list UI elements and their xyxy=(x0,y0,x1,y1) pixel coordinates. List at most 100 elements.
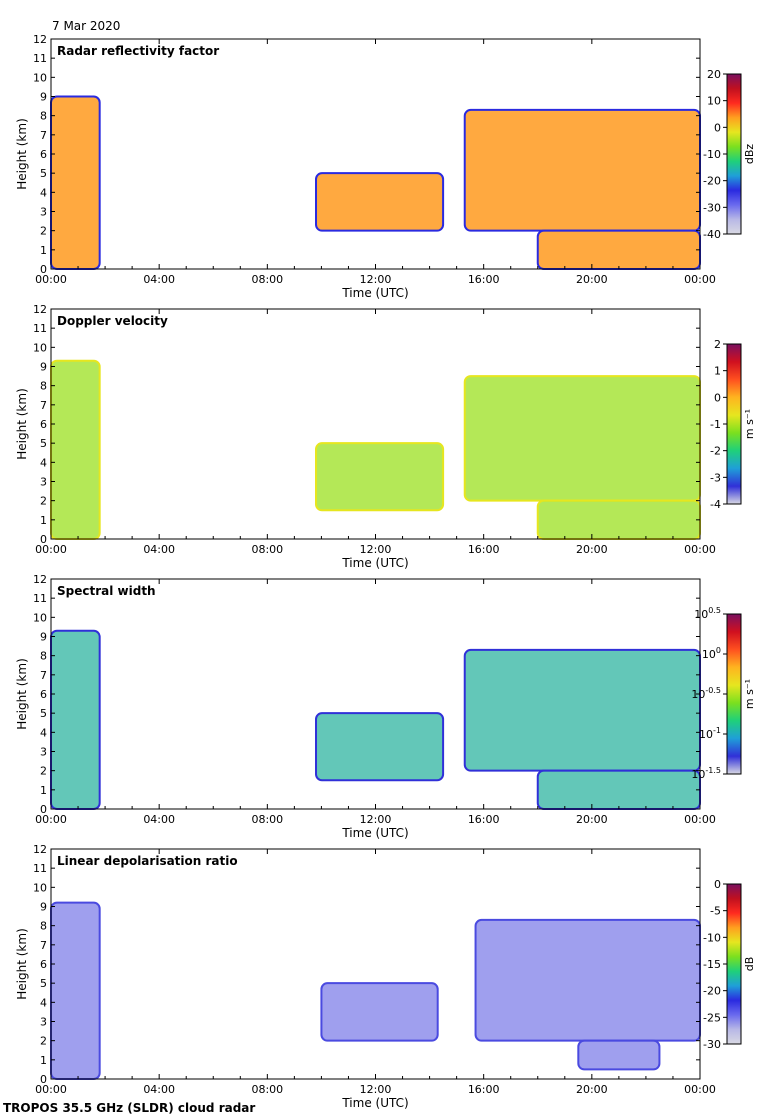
y-tick-label: 8 xyxy=(40,920,47,933)
colorbar-label: dBz xyxy=(743,144,756,165)
x-tick-label: 20:00 xyxy=(576,813,608,826)
echo-region xyxy=(536,229,701,271)
colorbar-tick-label: 10-1 xyxy=(699,726,721,741)
colorbar-tick-label: 10-1.5 xyxy=(691,766,721,781)
panel-title: Linear depolarisation ratio xyxy=(57,854,238,868)
y-tick-label: 4 xyxy=(40,456,47,469)
y-axis-label: Height (km) xyxy=(15,658,29,729)
y-tick-label: 7 xyxy=(40,939,47,952)
y-tick-label: 11 xyxy=(33,52,47,65)
echo-region xyxy=(463,648,701,772)
y-tick-label: 4 xyxy=(40,186,47,199)
colorbar-tick-label: 10-0.5 xyxy=(691,686,721,701)
x-tick-label: 16:00 xyxy=(468,273,500,286)
x-tick-label: 00:00 xyxy=(35,543,67,556)
colorbar-label: dB xyxy=(743,957,756,972)
y-tick-label: 8 xyxy=(40,110,47,123)
echo-region xyxy=(315,442,445,512)
echo-region xyxy=(463,375,701,502)
colorbar xyxy=(726,613,742,775)
echo-region xyxy=(315,172,445,232)
date-label: 7 Mar 2020 xyxy=(52,19,121,33)
colorbar-tick-label: 1 xyxy=(714,365,721,378)
y-tick-label: 2 xyxy=(40,765,47,778)
y-tick-label: 5 xyxy=(40,707,47,720)
echo-region xyxy=(50,359,101,540)
y-tick-label: 4 xyxy=(40,726,47,739)
x-axis-label: Time (UTC) xyxy=(341,1096,408,1110)
x-tick-label: 16:00 xyxy=(468,813,500,826)
x-tick-label: 00:00 xyxy=(35,273,67,286)
colorbar-label: m s⁻¹ xyxy=(743,409,756,439)
y-tick-label: 11 xyxy=(33,592,47,605)
x-tick-label: 08:00 xyxy=(251,813,283,826)
x-tick-label: 00:00 xyxy=(684,543,716,556)
y-tick-label: 2 xyxy=(40,225,47,238)
y-tick-label: 3 xyxy=(40,746,47,759)
y-tick-label: 10 xyxy=(33,71,47,84)
y-tick-label: 12 xyxy=(33,303,47,316)
chart-panel-4: Linear depolarisation ratio0123456789101… xyxy=(15,843,756,1110)
x-tick-label: 04:00 xyxy=(143,813,175,826)
x-tick-label: 20:00 xyxy=(576,273,608,286)
colorbar-label: m s⁻¹ xyxy=(743,679,756,709)
x-tick-label: 00:00 xyxy=(684,1083,716,1096)
x-tick-label: 00:00 xyxy=(684,273,716,286)
y-tick-label: 9 xyxy=(40,631,47,644)
y-tick-label: 3 xyxy=(40,476,47,489)
y-tick-label: 1 xyxy=(40,244,47,257)
echo-region xyxy=(577,1039,661,1071)
x-axis-label: Time (UTC) xyxy=(341,826,408,840)
echo-region xyxy=(315,712,445,782)
panel-title: Doppler velocity xyxy=(57,314,168,328)
y-tick-label: 1 xyxy=(40,784,47,797)
y-tick-label: 2 xyxy=(40,495,47,508)
x-tick-label: 12:00 xyxy=(360,273,392,286)
y-tick-label: 11 xyxy=(33,862,47,875)
colorbar-tick-label: -20 xyxy=(703,175,721,188)
x-tick-label: 00:00 xyxy=(35,1083,67,1096)
x-tick-label: 08:00 xyxy=(251,1083,283,1096)
y-tick-label: 0 xyxy=(40,1073,47,1086)
y-tick-label: 9 xyxy=(40,901,47,914)
y-tick-label: 7 xyxy=(40,129,47,142)
colorbar-tick-label: -15 xyxy=(703,958,721,971)
colorbar-tick-label: -30 xyxy=(703,1038,721,1051)
y-tick-label: 1 xyxy=(40,514,47,527)
colorbar-tick-label: 20 xyxy=(707,68,721,81)
x-tick-label: 00:00 xyxy=(684,813,716,826)
x-tick-label: 12:00 xyxy=(360,813,392,826)
echo-region xyxy=(536,769,701,811)
y-tick-label: 11 xyxy=(33,322,47,335)
colorbar-tick-label: 0 xyxy=(714,878,721,891)
colorbar-tick-label: -10 xyxy=(703,148,721,161)
y-tick-label: 6 xyxy=(40,958,47,971)
chart-panel-1: Radar reflectivity factor012345678910111… xyxy=(15,33,756,300)
y-tick-label: 3 xyxy=(40,206,47,219)
y-tick-label: 8 xyxy=(40,380,47,393)
y-tick-label: 2 xyxy=(40,1035,47,1048)
x-axis-label: Time (UTC) xyxy=(341,286,408,300)
echo-region xyxy=(50,629,101,810)
y-tick-label: 6 xyxy=(40,148,47,161)
colorbar xyxy=(726,73,742,235)
x-tick-label: 16:00 xyxy=(468,1083,500,1096)
x-tick-label: 04:00 xyxy=(143,273,175,286)
y-tick-label: 0 xyxy=(40,263,47,276)
x-tick-label: 12:00 xyxy=(360,543,392,556)
x-tick-label: 00:00 xyxy=(35,813,67,826)
panel-title: Spectral width xyxy=(57,584,156,598)
y-tick-label: 5 xyxy=(40,437,47,450)
colorbar-tick-label: -2 xyxy=(710,445,721,458)
echo-region xyxy=(536,499,701,540)
x-axis-label: Time (UTC) xyxy=(341,556,408,570)
colorbar-tick-label: 10 xyxy=(707,95,721,108)
x-tick-label: 04:00 xyxy=(143,543,175,556)
x-tick-label: 08:00 xyxy=(251,273,283,286)
colorbar xyxy=(726,343,742,505)
y-tick-label: 10 xyxy=(33,881,47,894)
colorbar-tick-label: 100.5 xyxy=(694,606,721,621)
y-tick-label: 7 xyxy=(40,669,47,682)
colorbar-tick-label: -20 xyxy=(703,985,721,998)
